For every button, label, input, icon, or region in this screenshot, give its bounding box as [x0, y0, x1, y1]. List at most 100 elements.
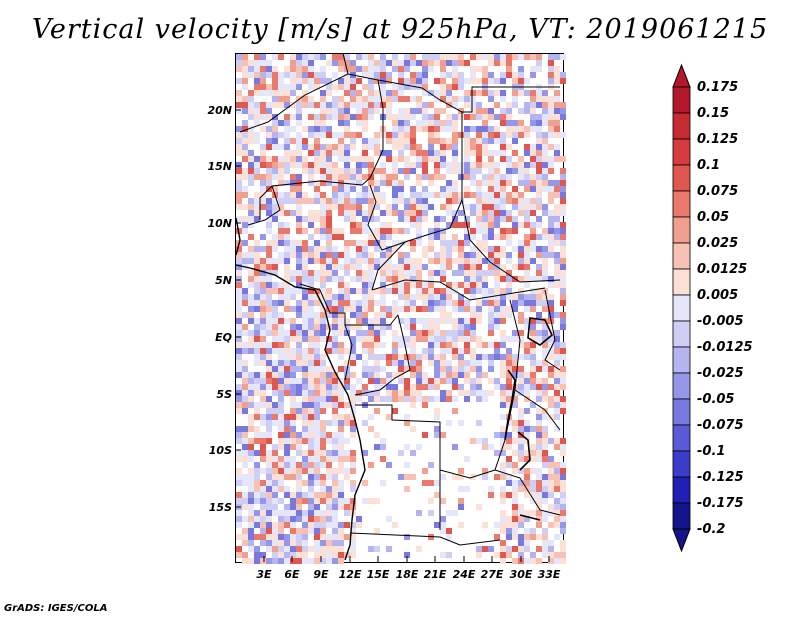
field-cell: [422, 252, 428, 258]
field-cell: [380, 318, 386, 324]
field-cell: [380, 180, 386, 186]
field-cell: [416, 354, 422, 360]
field-cell: [554, 120, 560, 126]
field-cell: [518, 354, 524, 360]
field-cell: [518, 336, 524, 342]
field-cell: [290, 330, 296, 336]
field-cell: [506, 126, 512, 132]
field-cell: [530, 120, 536, 126]
field-cell: [296, 366, 302, 372]
field-cell: [308, 96, 314, 102]
field-cell: [320, 534, 326, 540]
field-cell: [266, 228, 272, 234]
field-cell: [524, 480, 530, 486]
field-cell: [404, 486, 410, 492]
field-cell: [554, 354, 560, 360]
field-cell: [506, 102, 512, 108]
field-cell: [260, 342, 266, 348]
field-cell: [332, 492, 338, 498]
field-cell: [548, 198, 554, 204]
field-cell: [410, 72, 416, 78]
field-cell: [434, 222, 440, 228]
field-cell: [494, 222, 500, 228]
field-cell: [548, 312, 554, 318]
field-cell: [320, 528, 326, 534]
field-cell: [446, 288, 452, 294]
field-cell: [242, 288, 248, 294]
field-cell: [392, 198, 398, 204]
field-cell: [284, 462, 290, 468]
field-cell: [344, 156, 350, 162]
field-cell: [542, 186, 548, 192]
field-cell: [254, 330, 260, 336]
field-cell: [380, 282, 386, 288]
field-cell: [386, 258, 392, 264]
field-cell: [434, 288, 440, 294]
field-cell: [512, 516, 518, 522]
field-cell: [368, 258, 374, 264]
field-cell: [320, 390, 326, 396]
field-cell: [236, 492, 242, 498]
field-cell: [482, 174, 488, 180]
field-cell: [356, 222, 362, 228]
field-cell: [302, 336, 308, 342]
field-cell: [404, 306, 410, 312]
field-cell: [278, 282, 284, 288]
field-cell: [410, 294, 416, 300]
field-cell: [290, 84, 296, 90]
field-cell: [362, 318, 368, 324]
field-cell: [266, 126, 272, 132]
field-cell: [446, 336, 452, 342]
field-cell: [560, 462, 566, 468]
field-cell: [260, 384, 266, 390]
field-cell: [326, 540, 332, 546]
field-cell: [392, 156, 398, 162]
field-cell: [296, 312, 302, 318]
field-cell: [236, 450, 242, 456]
field-cell: [554, 54, 560, 60]
field-cell: [344, 150, 350, 156]
field-cell: [500, 552, 506, 558]
field-cell: [542, 120, 548, 126]
field-cell: [548, 216, 554, 222]
field-cell: [518, 120, 524, 126]
field-cell: [410, 108, 416, 114]
field-cell: [236, 252, 242, 258]
field-cell: [314, 150, 320, 156]
field-cell: [500, 114, 506, 120]
field-cell: [440, 240, 446, 246]
field-cell: [272, 552, 278, 558]
field-cell: [296, 258, 302, 264]
field-cell: [536, 426, 542, 432]
field-cell: [338, 306, 344, 312]
field-cell: [458, 306, 464, 312]
field-cell: [428, 156, 434, 162]
field-cell: [308, 102, 314, 108]
field-cell: [296, 252, 302, 258]
field-cell: [350, 324, 356, 330]
field-cell: [254, 114, 260, 120]
field-cell: [428, 240, 434, 246]
field-cell: [338, 186, 344, 192]
field-cell: [254, 510, 260, 516]
field-cell: [560, 486, 566, 492]
field-cell: [242, 108, 248, 114]
field-cell: [398, 450, 404, 456]
field-cell: [488, 288, 494, 294]
field-cell: [296, 192, 302, 198]
field-cell: [248, 150, 254, 156]
field-cell: [428, 324, 434, 330]
field-cell: [284, 246, 290, 252]
field-cell: [368, 390, 374, 396]
field-cell: [356, 204, 362, 210]
field-cell: [434, 330, 440, 336]
field-cell: [530, 480, 536, 486]
field-cell: [242, 342, 248, 348]
field-cell: [428, 204, 434, 210]
field-cell: [506, 114, 512, 120]
field-cell: [440, 78, 446, 84]
colorbar-segment: [672, 502, 691, 530]
field-cell: [266, 546, 272, 552]
field-cell: [278, 120, 284, 126]
field-cell: [356, 108, 362, 114]
